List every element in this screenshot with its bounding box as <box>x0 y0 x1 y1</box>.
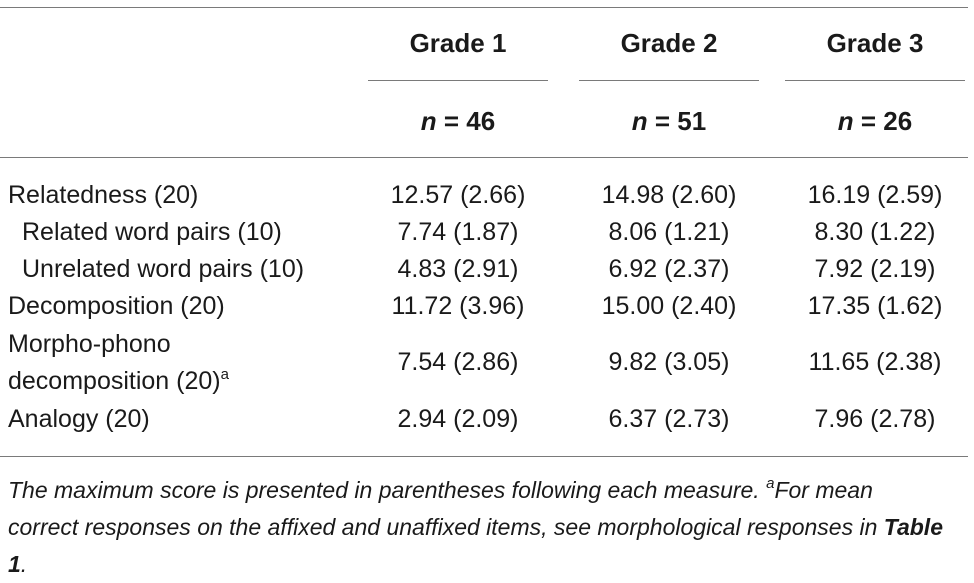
table-cell: 9.82 (3.05) <box>608 348 730 376</box>
table-cell: 15.00 (2.40) <box>601 292 737 320</box>
table-cell: 7.74 (1.87) <box>397 218 519 246</box>
table-cell: 8.06 (1.21) <box>608 218 730 246</box>
table-cell: 16.19 (2.59) <box>807 181 943 209</box>
sample-size-grade-1: n = 46 <box>420 106 496 136</box>
row-label: Morpho-phono decomposition (20)a <box>8 330 229 395</box>
table-cell: 2.94 (2.09) <box>397 405 519 433</box>
table-footnote: The maximum score is presented in parent… <box>8 475 943 577</box>
table-cell: 14.98 (2.60) <box>601 181 737 209</box>
table-row-unrelated-word-pairs: Unrelated word pairs (10) 4.83 (2.91) 6.… <box>0 251 968 288</box>
table-cell: 11.72 (3.96) <box>391 292 525 320</box>
table-top-rule <box>0 7 968 8</box>
table-row-morpho-phono-decomposition: Morpho-phono decomposition (20)a 7.54 (2… <box>0 326 968 400</box>
row-label: Unrelated word pairs (10) <box>22 255 305 283</box>
table-row-analogy: Analogy (20) 2.94 (2.09) 6.37 (2.73) 7.9… <box>0 401 968 438</box>
row-label: Relatedness (20) <box>8 181 199 209</box>
sample-size-grade-2: n = 51 <box>631 106 707 136</box>
table-row-decomposition: Decomposition (20) 11.72 (3.96) 15.00 (2… <box>0 288 968 325</box>
column-rule-grade-1 <box>368 80 548 81</box>
table-cell: 8.30 (1.22) <box>814 218 936 246</box>
table-row-relatedness: Relatedness (20) 12.57 (2.66) 14.98 (2.6… <box>0 177 968 214</box>
sample-size-grade-3: n = 26 <box>837 106 913 136</box>
table-row-related-word-pairs: Related word pairs (10) 7.74 (1.87) 8.06… <box>0 214 968 251</box>
column-header-grade-3: Grade 3 <box>826 28 924 58</box>
row-label: Analogy (20) <box>8 405 150 433</box>
table-cell: 6.92 (2.37) <box>608 255 730 283</box>
table-cell: 7.96 (2.78) <box>814 405 936 433</box>
table-bottom-rule <box>0 456 968 457</box>
column-header-grade-2: Grade 2 <box>620 28 718 58</box>
table-cell: 4.83 (2.91) <box>397 255 519 283</box>
table-cell: 11.65 (2.38) <box>808 348 942 376</box>
row-label: Related word pairs (10) <box>22 218 282 246</box>
table-cell: 7.54 (2.86) <box>397 348 519 376</box>
column-rule-grade-2 <box>579 80 759 81</box>
header-bottom-rule <box>0 157 968 158</box>
table-cell: 17.35 (1.62) <box>807 292 943 320</box>
footnote-marker: a <box>220 366 229 383</box>
column-header-grade-1: Grade 1 <box>409 28 507 58</box>
table-cell: 6.37 (2.73) <box>608 405 730 433</box>
row-label: Decomposition (20) <box>8 292 225 320</box>
table-reference-link[interactable]: Table 1 <box>8 514 943 577</box>
table-cell: 7.92 (2.19) <box>814 255 936 283</box>
table-cell: 12.57 (2.66) <box>390 181 526 209</box>
column-rule-grade-3 <box>785 80 965 81</box>
